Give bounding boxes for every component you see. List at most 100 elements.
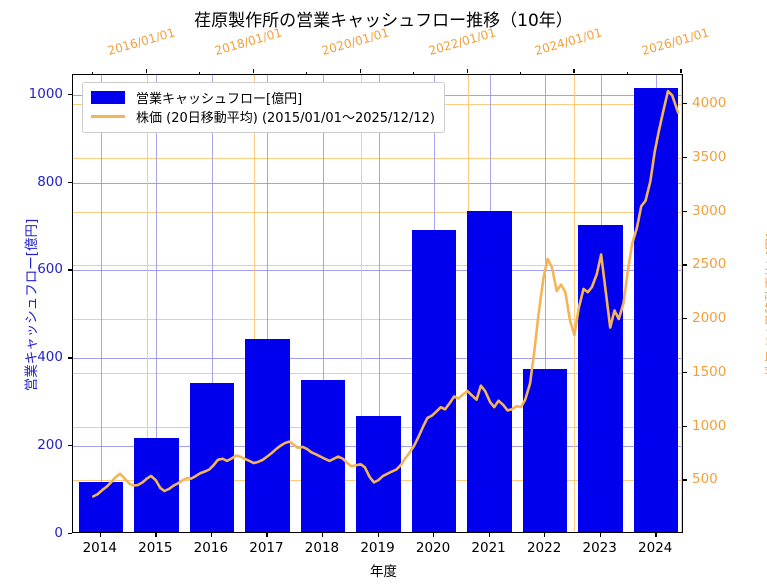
y-left-tick-400 [68,357,72,359]
bar-2015 [134,437,179,532]
gridline-left-600 [73,270,682,272]
vgridline-top-2016 [146,75,148,532]
bar-2019 [356,415,401,532]
top-minor-tick-2023 [519,71,521,74]
bar-2017 [245,338,290,532]
y-right-tick-label-4000: 4000 [692,95,727,112]
x-tick-2023 [599,533,601,537]
x-tick-2015 [155,533,157,537]
x-tick-label-2021: 2021 [471,540,506,556]
bar-2022 [522,368,568,532]
y-left-tick-label-200: 200 [37,437,63,454]
legend-swatch-bar-icon [91,91,125,104]
top-minor-tick-2025 [626,71,628,74]
right-axis-title: 株価 (20日移動平均) [円] [763,232,767,377]
x-axis-title: 年度 [370,564,397,580]
gridline-right-3500 [73,157,682,159]
top-minor-tick-2019 [306,71,308,74]
y-left-tick-200 [68,445,72,447]
x-tick-label-2024: 2024 [638,540,673,556]
y-right-tick-label-3500: 3500 [692,148,727,165]
vgridline-2014 [100,75,102,532]
y-left-tick-label-600: 600 [37,261,63,278]
vgridline-2016 [211,75,213,532]
y-left-tick-0 [68,533,72,535]
gridline-right-2500 [73,265,682,267]
y-left-tick-label-800: 800 [37,173,63,190]
plot-area [72,74,683,533]
y-right-tick-label-1500: 1500 [692,363,727,380]
vgridline-top-2020 [360,75,362,532]
x-tick-2014 [99,533,102,537]
vgridline-top-2024 [574,75,576,532]
x-tick-label-2016: 2016 [193,540,229,556]
legend-swatch-line-icon [91,114,125,119]
gridline-right-2000 [73,319,682,320]
top-tick-2022 [466,69,468,73]
vgridline-top-2018 [253,75,255,532]
stock-price-line [92,89,680,498]
x-tick-label-2022: 2022 [526,540,562,556]
x-tick-2016 [210,533,213,537]
x-tick-label-2014: 2014 [82,540,117,556]
x-tick-label-2020: 2020 [415,540,451,556]
bar-2023 [578,224,623,532]
y-left-tick-label-1000: 1000 [28,85,63,102]
y-right-tick-label-3000: 3000 [692,202,727,219]
top-tick-2024 [573,69,575,73]
y-left-tick-600 [68,269,72,271]
vgridline-2015 [156,75,158,532]
vgridline-2019 [378,75,380,532]
vgridline-2017 [267,75,269,532]
top-minor-tick-2021 [413,71,415,74]
y-right-tick-label-2500: 2500 [692,256,727,273]
y-right-tick-label-1000: 1000 [692,417,727,434]
line-series [92,89,680,498]
bar-2021 [467,211,512,532]
y-left-tick-800 [68,181,72,183]
left-axis-title: 営業キャッシュフロー[億円] [24,218,40,392]
x-tick-label-2018: 2018 [304,540,340,556]
top-minor-tick-2017 [199,71,201,74]
x-tick-label-2017: 2017 [249,540,284,556]
gridline-right-1500 [73,372,682,374]
legend-label-cashflow: 営業キャッシュフロー[億円] [136,92,303,107]
y-left-tick-label-400: 400 [37,349,63,366]
chart-title: 荏原製作所の営業キャッシュフロー推移（10年） [194,11,573,31]
y-right-tick-2500 [683,264,687,266]
y-right-tick-label-500: 500 [692,471,718,488]
y-right-tick-1500 [683,371,687,374]
top-tick-2018 [252,69,254,73]
x-tick-label-2023: 2023 [582,540,617,556]
legend-item-stockprice[interactable]: 株価 (20日移動平均) (2015/01/01～2025/12/12) [91,107,435,126]
x-tick-2024 [655,533,657,537]
y-right-tick-2000 [683,318,687,320]
y-left-tick-label-0: 0 [54,525,63,541]
y-right-tick-label-2000: 2000 [692,310,727,326]
x-tick-2022 [544,533,546,537]
x-tick-label-2015: 2015 [138,540,173,556]
top-minor-tick-2015 [92,71,94,74]
top-tick-2020 [359,69,361,73]
gridline-left-800 [73,182,682,184]
vgridline-2018 [322,75,324,532]
bar-2016 [189,382,235,532]
legend-item-cashflow[interactable]: 営業キャッシュフロー[億円] [91,88,435,107]
vgridline-top-2026 [681,75,682,532]
bar-2024 [634,88,679,532]
vgridline-2022 [545,75,547,532]
y-left-tick-1000 [68,93,72,96]
x-tick-2017 [266,533,268,537]
x-tick-label-2019: 2019 [360,540,395,556]
chart-legend[interactable]: 営業キャッシュフロー[億円] 株価 (20日移動平均) (2015/01/01～… [82,82,445,133]
x-tick-2019 [377,533,379,537]
x-tick-2021 [488,533,490,537]
y-right-tick-3000 [683,210,687,212]
y-right-tick-4000 [683,103,687,105]
y-right-tick-500 [683,479,687,481]
y-right-tick-3500 [683,156,687,159]
y-right-tick-1000 [683,425,687,427]
legend-label-stockprice: 株価 (20日移動平均) (2015/01/01～2025/12/12) [136,111,435,126]
x-tick-2018 [321,533,324,537]
